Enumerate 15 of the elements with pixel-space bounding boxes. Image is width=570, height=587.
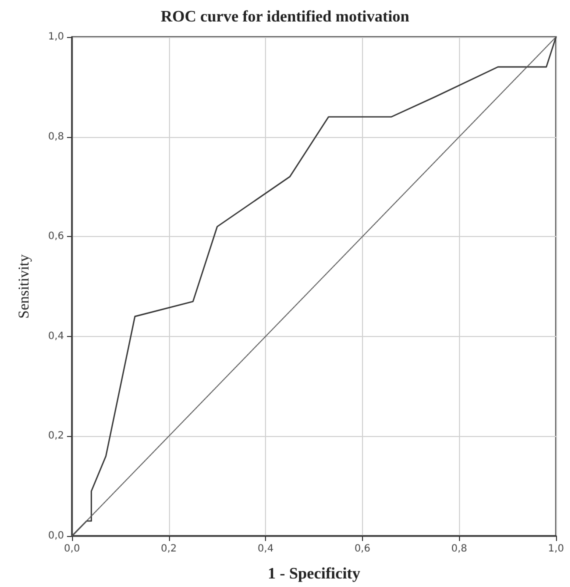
y-tick-label: 0,0 [48,530,64,542]
y-axis-title: Sensitivity [16,254,32,319]
chart-title: ROC curve for identified motivation [160,8,410,26]
x-tick-label: 0,6 [354,544,370,554]
x-tick-label: 0,2 [160,544,177,554]
x-tick-label: 0,4 [258,544,274,554]
y-tick-label: 0,4 [48,330,64,342]
x-axis-title: 1 - Specificity [268,566,360,582]
y-tick-label: 0,6 [48,231,64,242]
x-tick-label: 1,0 [548,544,564,554]
x-tick-label: 0,0 [64,544,80,554]
y-tick-label: 0,8 [48,131,64,142]
y-tick-label: 1,0 [48,32,64,42]
y-tick-label: 0,2 [48,430,64,442]
x-tick-label: 0,8 [451,544,468,554]
